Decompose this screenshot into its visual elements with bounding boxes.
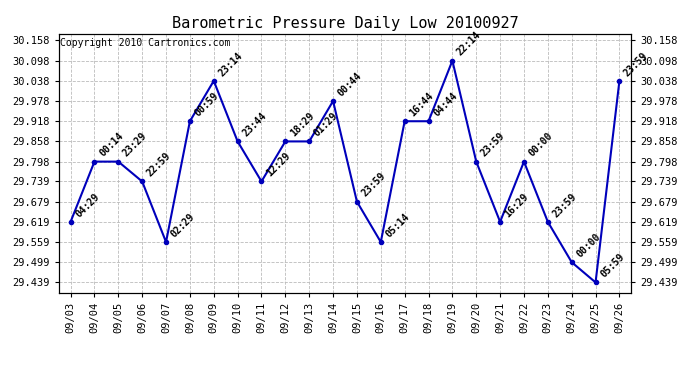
Text: 16:29: 16:29 [503, 191, 531, 219]
Text: 00:14: 00:14 [97, 131, 125, 159]
Text: 22:59: 22:59 [145, 151, 172, 178]
Text: 23:59: 23:59 [551, 191, 578, 219]
Text: 02:29: 02:29 [169, 211, 197, 239]
Text: 01:29: 01:29 [312, 111, 340, 139]
Text: 00:00: 00:00 [575, 232, 602, 260]
Title: Barometric Pressure Daily Low 20100927: Barometric Pressure Daily Low 20100927 [172, 16, 518, 31]
Text: 00:59: 00:59 [193, 91, 221, 118]
Text: 16:44: 16:44 [407, 91, 435, 118]
Text: 23:44: 23:44 [240, 111, 268, 139]
Text: 00:44: 00:44 [336, 70, 364, 98]
Text: 23:14: 23:14 [217, 50, 244, 78]
Text: 04:44: 04:44 [431, 91, 459, 118]
Text: 12:29: 12:29 [264, 151, 292, 178]
Text: 23:29: 23:29 [121, 131, 149, 159]
Text: 04:29: 04:29 [73, 191, 101, 219]
Text: Copyright 2010 Cartronics.com: Copyright 2010 Cartronics.com [60, 38, 230, 48]
Text: 22:14: 22:14 [455, 30, 483, 58]
Text: 23:59: 23:59 [359, 171, 388, 199]
Text: 18:29: 18:29 [288, 111, 316, 139]
Text: 00:00: 00:00 [526, 131, 555, 159]
Text: 23:59: 23:59 [479, 131, 507, 159]
Text: 23:59: 23:59 [622, 50, 650, 78]
Text: 05:14: 05:14 [384, 211, 411, 239]
Text: 05:59: 05:59 [598, 252, 627, 280]
